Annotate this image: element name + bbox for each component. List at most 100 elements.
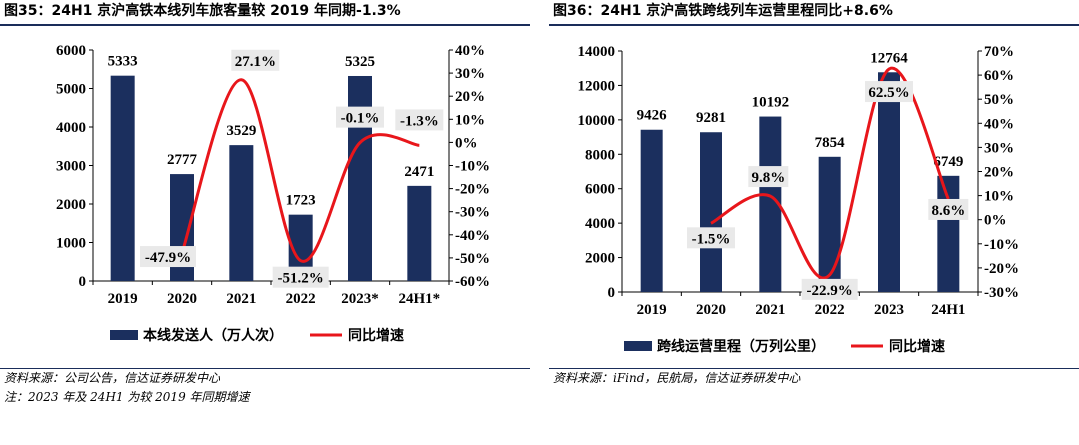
chart-title-text: 图35：24H1 京沪高铁本线列车旅客量较 2019 年同期-1.3% [4,3,401,19]
line-label-bg [748,166,789,188]
bar-value-label: 7854 [815,135,846,151]
y-left-tick-label: 12000 [578,78,616,94]
y-right-tick-label: -20% [455,182,490,198]
x-tick-label: 2019 [637,302,667,318]
y-right-tick-label: 0% [984,213,1007,229]
x-tick-label: 2023* [341,291,379,307]
y-left-tick-label: 4000 [56,120,86,136]
x-tick-label: 2019 [108,291,138,307]
y-right-tick-label: 30% [984,140,1014,156]
source-note: 资料来源：iFind，民航局，信达证券研发中心 [553,371,801,385]
y-right-tick-label: 40% [455,43,485,59]
passenger-chart: 0 1000 2000 3000 4000 5000 6000 -60% -50% -40% -30… [56,43,490,344]
bar [937,175,960,292]
bar [818,156,841,292]
bar-value-label: 2777 [167,152,198,168]
y-right-tick-label: -50% [455,251,490,267]
y-left-tick-label: 0 [608,285,616,301]
line-value-label: -1.5% [692,231,731,247]
chart-panel-mileage: 图36：24H1 京沪高铁跨线列车运营里程同比+8.6% 0 2000 4000 60… [549,0,1079,445]
x-tick-label: 24H1 [931,302,965,318]
legend-swatch-bar [624,341,652,351]
line-label-bg [395,109,444,131]
chart-notes: 资料来源：iFind，民航局，信达证券研发中心 [549,368,1079,388]
chart-title: 图36：24H1 京沪高铁跨线列车运营里程同比+8.6% [549,0,1079,26]
line-value-label: 9.8% [751,170,785,186]
x-tick-label: 24H1* [398,291,440,307]
line-label-bg [336,106,384,128]
y-right-tick-label: 40% [984,116,1014,132]
bar-value-label: 3529 [226,123,256,139]
chart-notes: 资料来源：公司公告，信达证券研发中心 注：2023 年及 24H1 为较 201… [0,368,530,407]
line-label-bg [272,266,329,288]
line-label-bg [801,278,858,300]
bar-value-label: 9426 [637,108,668,124]
x-tick-label: 2020 [696,302,726,318]
chart-title-text: 图36：24H1 京沪高铁跨线列车运营里程同比+8.6% [553,3,893,19]
y-right-tick-label: -60% [455,274,490,290]
line-label-bg [231,49,280,71]
legend-label-bar: 跨线运营里程（万列公里） [657,338,825,355]
legend-label-bar: 本线发送人（万人次） [143,327,283,344]
y-right-tick-label: 50% [984,92,1014,108]
footnote: 注：2023 年及 24H1 为较 2019 年同期增速 [4,390,250,404]
bar-value-label: 6749 [933,154,963,170]
growth-line [180,78,420,263]
y-right-tick-label: -10% [984,237,1019,253]
line-value-label: -47.9% [145,250,191,266]
bar [229,145,254,281]
bar [759,116,782,292]
y-left-tick-label: 4000 [585,216,615,232]
y-left-tick-label: 6000 [585,182,615,198]
y-right-tick-label: 10% [455,112,485,128]
y-left-tick-label: 0 [79,274,87,290]
chart-title: 图35：24H1 京沪高铁本线列车旅客量较 2019 年同期-1.3% [0,0,530,26]
line-value-label: 8.6% [931,203,965,219]
line-label-bg [928,198,969,220]
bar-value-label: 5325 [345,54,375,70]
y-right-tick-label: 60% [984,68,1014,84]
bar-value-label: 12764 [870,50,908,66]
legend-swatch-bar [110,330,138,340]
x-tick-label: 2023 [874,302,904,318]
y-left-tick-label: 2000 [585,251,615,267]
bar-value-label: 1723 [286,193,316,209]
y-right-tick-label: -30% [455,205,490,221]
y-right-tick-label: 20% [984,165,1014,181]
y-left-tick-label: 8000 [585,147,615,163]
y-left-tick-label: 6000 [56,43,86,59]
y-left-tick-label: 10000 [578,113,616,129]
bar-value-label: 2471 [404,164,434,180]
y-right-tick-label: 30% [455,66,485,82]
y-right-tick-label: 20% [455,89,485,105]
bar [110,75,135,281]
y-right-tick-label: 0% [455,135,478,151]
line-value-label: -0.1% [341,111,380,127]
x-tick-label: 2021 [755,302,785,318]
legend-label-line: 同比增速 [889,338,945,355]
y-right-tick-label: -10% [455,159,490,175]
line-value-label: 27.1% [235,54,276,70]
bar-value-label: 5333 [108,54,138,70]
y-right-tick-label: -30% [984,285,1019,301]
source-note: 资料来源：公司公告，信达证券研发中心 [4,371,221,385]
bar [878,72,900,292]
mileage-chart: 0 2000 4000 6000 8000 10000 12000 14000 -30% -20%… [578,44,1020,355]
y-left-tick-label: 3000 [56,159,86,175]
y-left-tick-label: 2000 [56,197,86,213]
legend-label-line: 同比增速 [348,327,404,344]
y-right-tick-label: 10% [984,189,1014,205]
line-label-bg [865,81,913,103]
bar-value-label: 9281 [696,110,726,126]
bar [640,129,663,292]
line-value-label: -51.2% [278,271,324,287]
x-tick-label: 2021 [226,291,256,307]
y-right-tick-label: -20% [984,261,1019,277]
line-label-bg [140,246,196,268]
y-left-tick-label: 5000 [56,82,86,98]
bar-value-label: 10192 [752,95,790,111]
y-left-tick-label: 1000 [56,236,86,252]
x-tick-label: 2020 [167,291,197,307]
x-tick-label: 2022 [286,291,316,307]
line-label-bg [687,227,735,249]
